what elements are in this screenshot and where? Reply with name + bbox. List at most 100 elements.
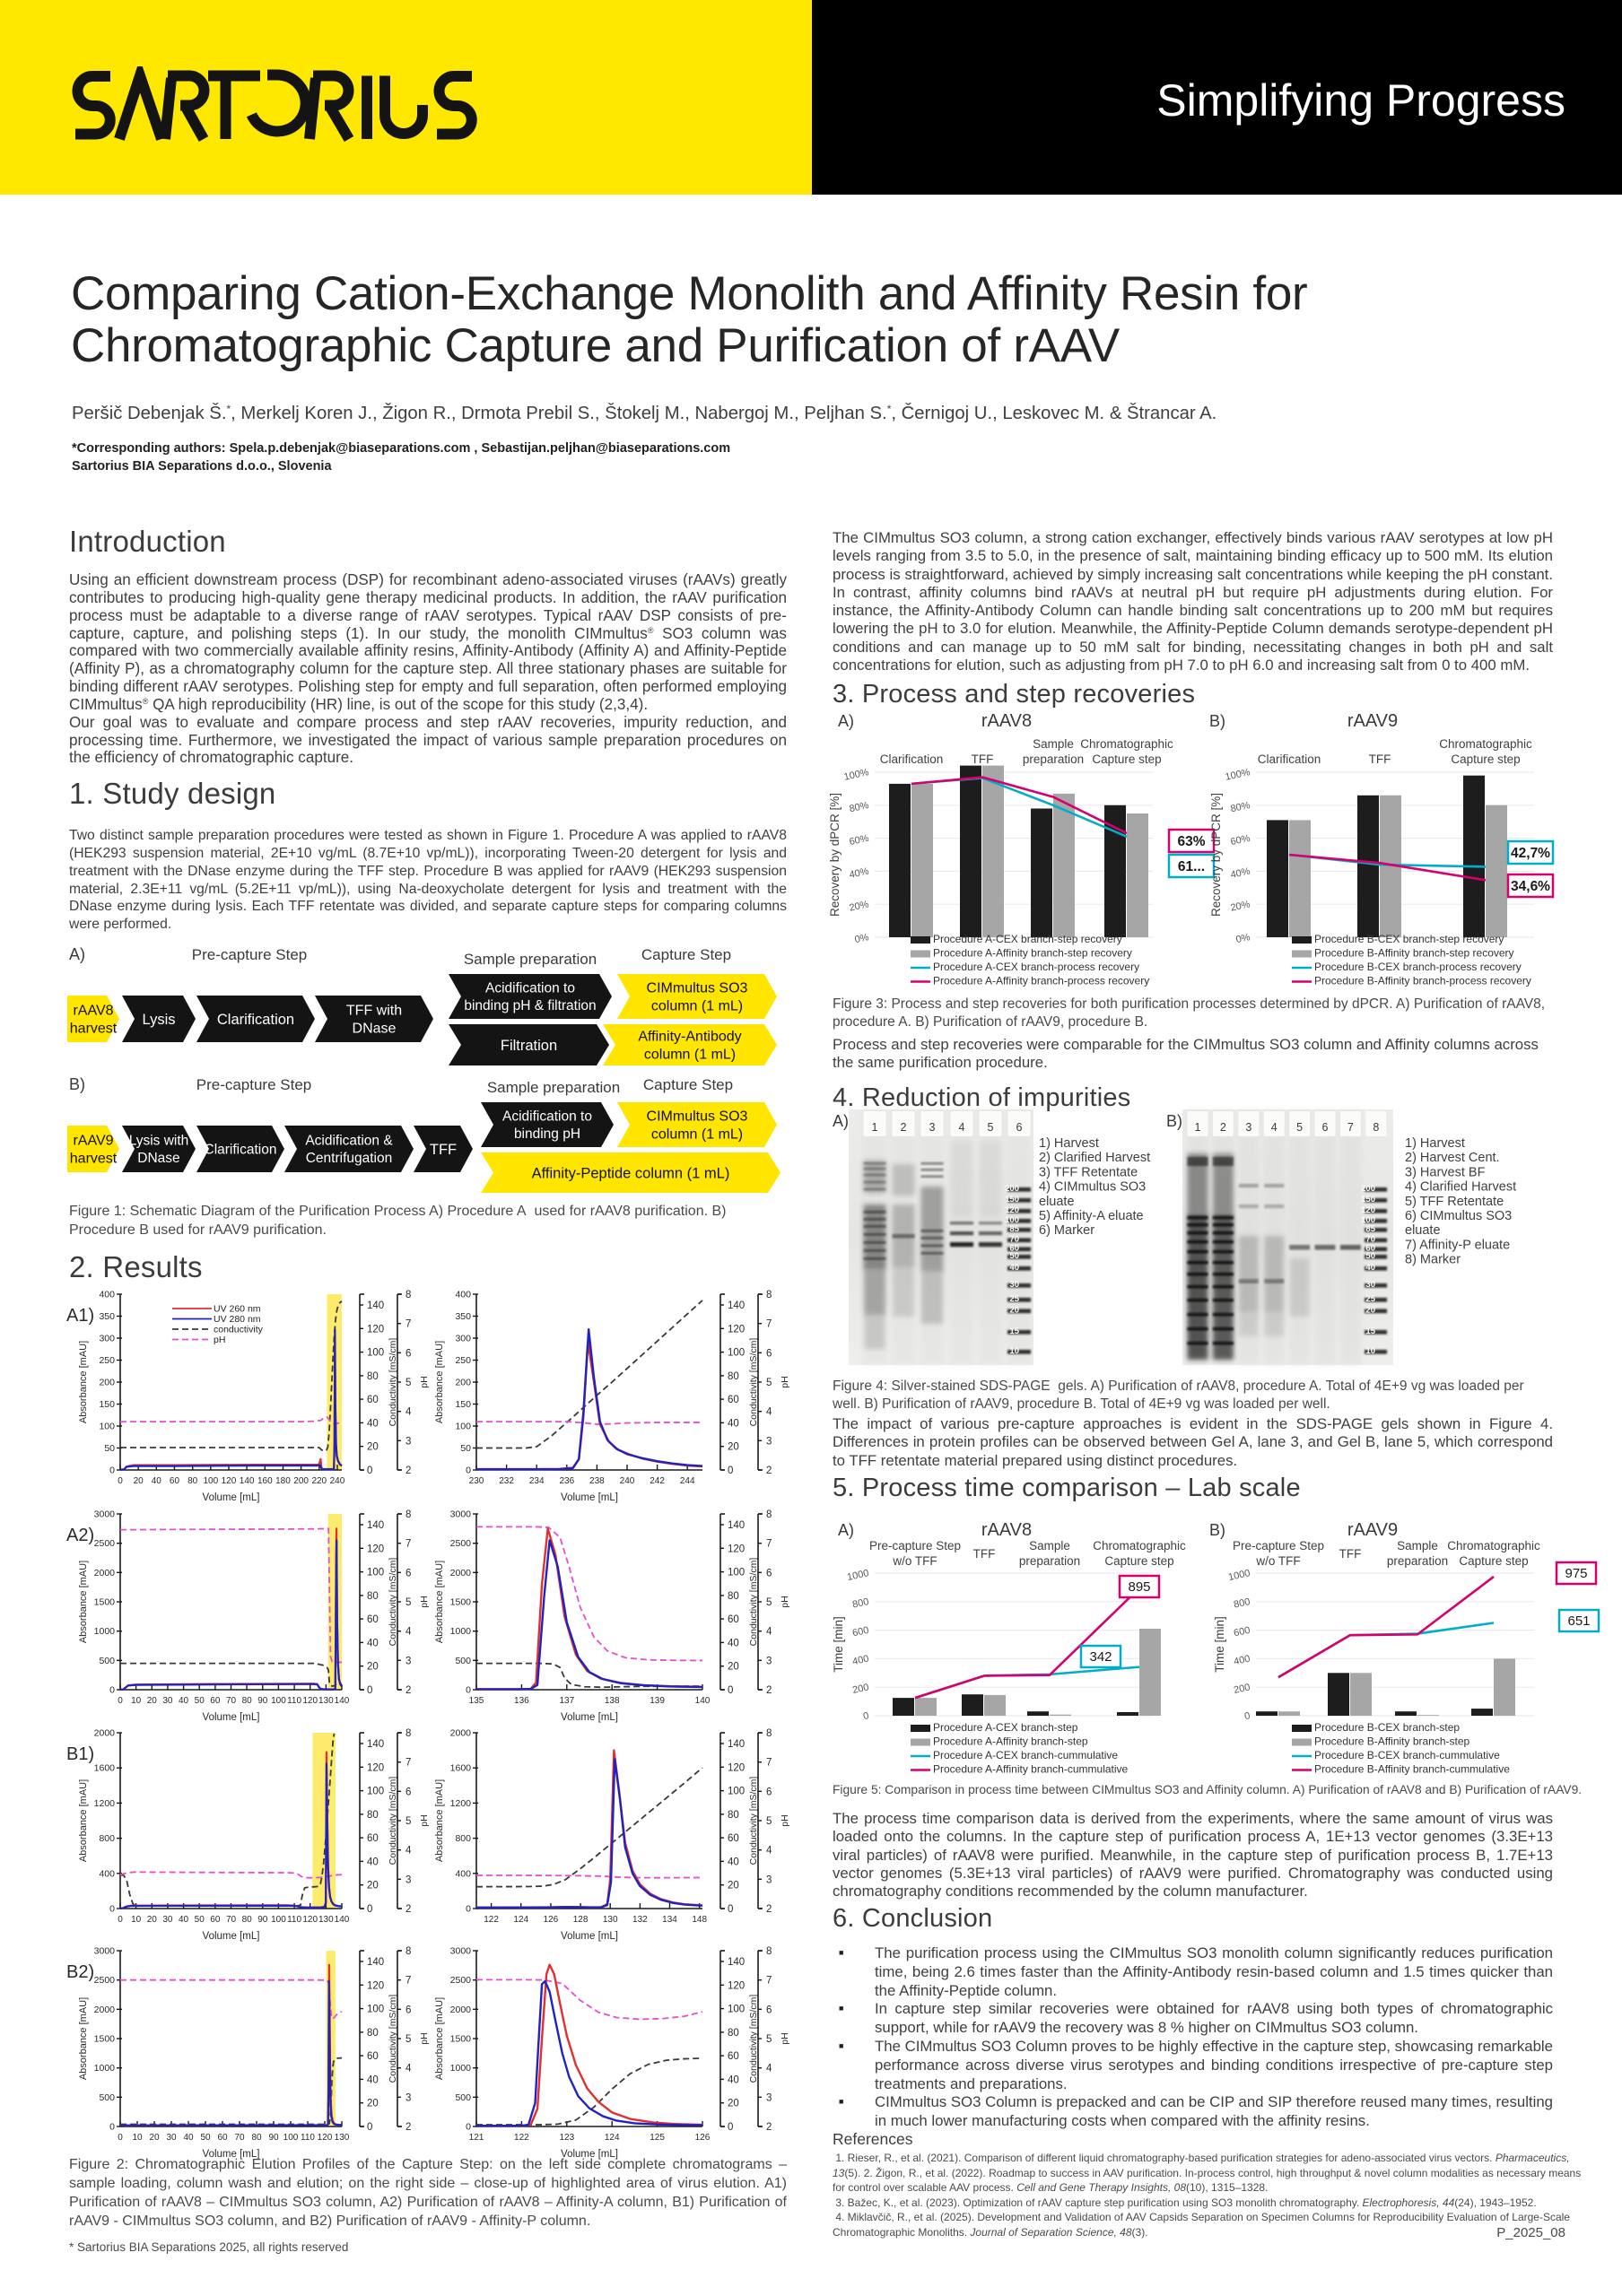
svg-text:30: 30 xyxy=(1365,1280,1375,1290)
svg-text:0: 0 xyxy=(466,1465,471,1476)
svg-text:90: 90 xyxy=(268,2133,279,2143)
svg-text:Procedure B-Affinity branch-cu: Procedure B-Affinity branch-cummulative xyxy=(1314,1763,1510,1776)
svg-text:Conductivity [mS/cm]: Conductivity [mS/cm] xyxy=(388,1777,398,1866)
svg-text:Conductivity [mS/cm]: Conductivity [mS/cm] xyxy=(748,1777,759,1866)
svg-text:42,7%: 42,7% xyxy=(1511,846,1550,861)
svg-text:pH: pH xyxy=(419,1596,430,1607)
svg-text:8: 8 xyxy=(406,1509,411,1520)
svg-text:40: 40 xyxy=(728,1418,739,1429)
svg-text:200: 200 xyxy=(455,1378,471,1388)
svg-text:70: 70 xyxy=(226,1915,237,1925)
svg-text:7: 7 xyxy=(766,1319,772,1330)
svg-text:1000: 1000 xyxy=(846,1568,869,1583)
svg-text:2: 2 xyxy=(406,2122,411,2133)
svg-text:2500: 2500 xyxy=(94,1538,116,1549)
svg-text:60: 60 xyxy=(210,1915,221,1925)
svg-text:7: 7 xyxy=(766,1758,772,1769)
svg-text:10: 10 xyxy=(1009,1346,1019,1356)
svg-text:5: 5 xyxy=(406,1816,411,1827)
svg-text:342: 342 xyxy=(1089,1649,1112,1665)
svg-text:20: 20 xyxy=(1365,1306,1375,1316)
svg-text:126: 126 xyxy=(544,1915,559,1925)
svg-text:pH: pH xyxy=(780,2032,790,2044)
svg-text:120: 120 xyxy=(222,1476,237,1486)
svg-text:4: 4 xyxy=(406,2064,412,2074)
svg-text:rAAV9: rAAV9 xyxy=(1347,1520,1398,1540)
svg-text:1600: 1600 xyxy=(450,1763,472,1774)
svg-text:Absorbance [mAU]: Absorbance [mAU] xyxy=(78,1779,89,1862)
svg-text:230: 230 xyxy=(469,1476,484,1486)
svg-text:244: 244 xyxy=(680,1476,695,1486)
svg-text:rAAV9: rAAV9 xyxy=(73,1134,113,1149)
svg-text:80: 80 xyxy=(242,1915,253,1925)
svg-text:Absorbance [mAU]: Absorbance [mAU] xyxy=(78,1997,89,2080)
svg-text:500: 500 xyxy=(99,1656,115,1666)
svg-text:binding pH: binding pH xyxy=(514,1126,580,1142)
svg-text:200: 200 xyxy=(293,1476,309,1486)
svg-text:138: 138 xyxy=(605,1696,620,1706)
svg-text:25: 25 xyxy=(1365,1294,1375,1304)
svg-text:Clarification: Clarification xyxy=(1258,752,1321,766)
svg-text:100: 100 xyxy=(728,1568,745,1578)
svg-text:60: 60 xyxy=(1365,1244,1375,1254)
svg-text:Capture Step: Capture Step xyxy=(641,946,731,963)
svg-text:1500: 1500 xyxy=(94,2034,116,2045)
svg-text:A): A) xyxy=(69,945,85,963)
svg-text:3: 3 xyxy=(1245,1121,1251,1134)
svg-text:500: 500 xyxy=(99,2092,115,2103)
svg-text:Volume [mL]: Volume [mL] xyxy=(203,1492,260,1503)
svg-text:20: 20 xyxy=(367,1442,379,1453)
svg-text:Procedure B-Affinity branch-st: Procedure B-Affinity branch-step recover… xyxy=(1314,947,1514,960)
svg-text:8) Marker: 8) Marker xyxy=(1405,1253,1461,1267)
svg-text:Volume [mL]: Volume [mL] xyxy=(561,1931,618,1942)
svg-text:20: 20 xyxy=(728,2099,739,2109)
svg-text:8: 8 xyxy=(406,1946,411,1957)
svg-text:harvest: harvest xyxy=(70,1152,118,1167)
svg-text:80: 80 xyxy=(367,1591,379,1602)
svg-text:Procedure A-CEX branch-cummula: Procedure A-CEX branch-cummulative xyxy=(933,1749,1118,1761)
svg-text:B): B) xyxy=(1166,1112,1182,1130)
svg-text:134: 134 xyxy=(662,1915,677,1925)
svg-text:120: 120 xyxy=(728,1762,745,1773)
svg-text:Procedure A-CEX branch-step re: Procedure A-CEX branch-step recovery xyxy=(933,933,1122,945)
svg-text:135: 135 xyxy=(469,1696,484,1706)
svg-text:column (1 mL): column (1 mL) xyxy=(651,999,743,1014)
svg-text:8: 8 xyxy=(766,1728,772,1739)
svg-text:w/o TFF: w/o TFF xyxy=(1255,1554,1300,1568)
svg-text:70: 70 xyxy=(234,2133,245,2143)
svg-text:Acidification to: Acidification to xyxy=(502,1109,592,1125)
svg-text:Sample: Sample xyxy=(1029,1539,1070,1552)
svg-text:40: 40 xyxy=(183,2133,194,2143)
svg-text:20: 20 xyxy=(147,1915,158,1925)
svg-text:conductivity: conductivity xyxy=(214,1325,264,1335)
svg-text:A1): A1) xyxy=(66,1306,94,1326)
svg-text:50: 50 xyxy=(1365,1251,1375,1261)
svg-text:7: 7 xyxy=(1347,1121,1354,1134)
svg-text:895: 895 xyxy=(1128,1579,1150,1595)
svg-text:2: 2 xyxy=(766,2122,772,2133)
svg-text:63%: 63% xyxy=(1177,834,1205,849)
svg-text:232: 232 xyxy=(499,1476,514,1486)
svg-text:5: 5 xyxy=(406,1597,411,1608)
svg-text:0%: 0% xyxy=(1235,932,1251,945)
svg-text:120: 120 xyxy=(367,1324,384,1335)
svg-text:60: 60 xyxy=(728,1833,739,1844)
svg-text:Volume [mL]: Volume [mL] xyxy=(561,1492,618,1503)
svg-text:110: 110 xyxy=(301,2133,315,2143)
svg-text:Acidification &: Acidification & xyxy=(305,1134,393,1149)
svg-text:Affinity-Antibody: Affinity-Antibody xyxy=(638,1030,741,1045)
svg-text:6: 6 xyxy=(766,1787,772,1797)
svg-text:4) CIMmultus SO3: 4) CIMmultus SO3 xyxy=(1039,1180,1146,1195)
svg-text:120: 120 xyxy=(728,1324,745,1335)
svg-text:90: 90 xyxy=(257,1915,268,1925)
svg-text:2000: 2000 xyxy=(450,1568,472,1578)
svg-text:Filtration: Filtration xyxy=(501,1038,557,1054)
svg-text:100: 100 xyxy=(728,1348,745,1359)
svg-text:40: 40 xyxy=(367,1638,379,1648)
svg-text:6: 6 xyxy=(766,2005,772,2015)
svg-text:preparation: preparation xyxy=(1019,1554,1080,1568)
svg-text:preparation: preparation xyxy=(1023,752,1084,766)
svg-text:120: 120 xyxy=(367,1762,384,1773)
svg-text:1500: 1500 xyxy=(450,2034,472,2045)
svg-text:137: 137 xyxy=(559,1696,574,1706)
